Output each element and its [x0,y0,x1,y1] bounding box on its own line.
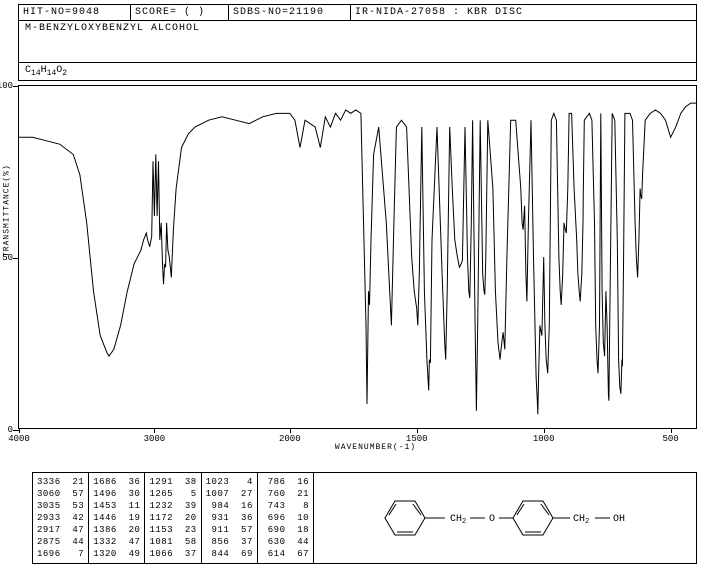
peak-entry: 1386 20 [93,524,140,536]
hit-no-cell: HIT-NO=9048 [19,5,131,20]
peak-column: 1023 41007 27 984 16 931 36 911 57 856 3… [202,473,258,563]
formula-o: 2 [62,69,67,78]
peak-entry: 2875 44 [37,536,84,548]
ch2-label-1: CH2 [450,514,466,526]
peak-entry: 3035 53 [37,500,84,512]
peak-entry: 630 44 [262,536,309,548]
peak-column: 1686 361496 301453 111446 191386 201332 … [89,473,145,563]
bottom-section: 3336 213060 573035 532933 422917 472875 … [32,472,697,564]
peak-entry: 1332 47 [93,536,140,548]
peak-entry: 931 36 [206,512,253,524]
peak-entry: 1496 30 [93,488,140,500]
x-tick [290,428,291,433]
peak-entry: 856 37 [206,536,253,548]
peak-entry: 1007 27 [206,488,253,500]
peak-table: 3336 213060 573035 532933 422917 472875 … [32,472,314,564]
spectrum-line [19,86,696,428]
structure-diagram: CH2 O CH2 OH [314,472,697,564]
peak-entry: 844 69 [206,548,253,560]
peak-entry: 1232 39 [149,500,196,512]
score-cell: SCORE= ( ) [131,5,229,20]
x-tick [417,428,418,433]
ch2-label-2: CH2 [573,514,589,526]
x-tick-label: 4000 [8,434,30,444]
peak-column: 3336 213060 573035 532933 422917 472875 … [33,473,89,563]
oh-label: OH [613,514,625,525]
peak-entry: 1453 11 [93,500,140,512]
compound-name: M-BENZYLOXYBENZYL ALCOHOL [25,23,200,34]
peak-column: 1291 381265 51232 391172 201153 231081 5… [145,473,201,563]
y-tick [13,86,19,87]
peak-entry: 614 67 [262,548,309,560]
peak-entry: 3336 21 [37,476,84,488]
x-axis-title: WAVENUMBER(-1) [36,443,715,452]
spectrum-chart: TRANSMITTANCE(%) 05010040003000200015001… [18,85,697,429]
peak-entry: 1081 58 [149,536,196,548]
molecule-svg: CH2 O CH2 OH [314,473,696,563]
peak-entry: 1265 5 [149,488,196,500]
peak-entry: 1172 20 [149,512,196,524]
peak-entry: 760 21 [262,488,309,500]
x-tick [154,428,155,433]
o-label: O [489,514,495,525]
peak-entry: 743 8 [262,500,309,512]
y-tick-label: 50 [0,253,13,263]
peak-entry: 1320 49 [93,548,140,560]
y-axis-title: TRANSMITTANCE(%) [3,164,12,257]
peak-entry: 1291 38 [149,476,196,488]
compound-name-row: M-BENZYLOXYBENZYL ALCOHOL [18,21,697,63]
ir-info-cell: IR-NIDA-27058 : KBR DISC [351,5,696,20]
header-row: HIT-NO=9048 SCORE= ( ) SDBS-NO=21190 IR-… [18,4,697,21]
peak-entry: 690 18 [262,524,309,536]
formula-h: 14 [47,69,57,78]
x-tick [19,428,20,433]
peak-entry: 1153 23 [149,524,196,536]
formula-row: C14H14O2 [18,63,697,81]
y-tick [13,258,19,259]
peak-column: 786 16 760 21 743 8 696 10 690 18 630 44… [258,473,313,563]
peak-entry: 1446 19 [93,512,140,524]
peak-entry: 2917 47 [37,524,84,536]
peak-entry: 786 16 [262,476,309,488]
y-tick-label: 100 [0,81,13,91]
sdbs-no-cell: SDBS-NO=21190 [229,5,351,20]
peak-entry: 1686 36 [93,476,140,488]
x-tick [544,428,545,433]
peak-entry: 984 16 [206,500,253,512]
peak-entry: 696 10 [262,512,309,524]
peak-entry: 911 57 [206,524,253,536]
peak-entry: 1696 7 [37,548,84,560]
peak-entry: 3060 57 [37,488,84,500]
x-tick [671,428,672,433]
peak-entry: 1023 4 [206,476,253,488]
peak-entry: 1066 37 [149,548,196,560]
formula-c: 14 [31,69,41,78]
peak-entry: 2933 42 [37,512,84,524]
